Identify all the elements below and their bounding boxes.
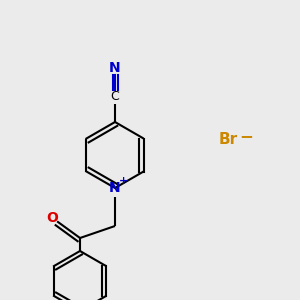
Text: O: O (46, 211, 58, 225)
Text: Br: Br (218, 133, 238, 148)
Text: N: N (109, 61, 121, 75)
Text: +: + (118, 176, 127, 186)
Text: N: N (109, 181, 121, 195)
Text: C: C (111, 91, 119, 103)
Text: −: − (239, 127, 253, 145)
